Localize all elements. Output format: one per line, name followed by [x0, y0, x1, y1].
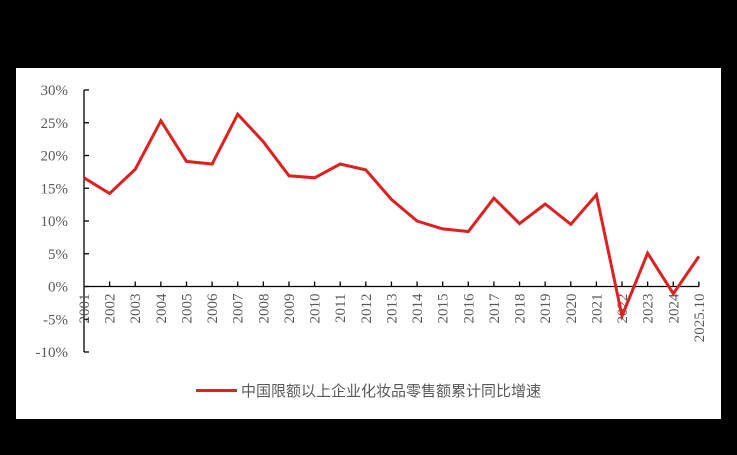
x-tick-label: 2009 [282, 294, 298, 324]
legend-line-swatch-icon [195, 388, 237, 392]
x-tick-label: 2001 [77, 294, 93, 324]
x-tick-label: 2014 [410, 293, 426, 324]
x-tick-label: 2020 [564, 294, 580, 324]
series-polyline [83, 111, 701, 322]
x-tick-label: 2012 [359, 294, 375, 324]
x-tick-label: 2015 [436, 294, 452, 324]
x-tick-label: 2021 [589, 294, 605, 324]
x-tick-label: 2010 [308, 294, 324, 324]
y-tick-label: 20% [41, 149, 69, 165]
y-tick-label: 5% [48, 247, 68, 263]
y-tick-label: -5% [43, 312, 68, 328]
y-tick-label: -10% [36, 345, 69, 361]
legend: 中国限额以上企业化妆品零售额累计同比增速 [16, 377, 721, 403]
y-tick-label: 30% [41, 83, 69, 99]
x-tick-label: 2024 [666, 293, 682, 324]
x-tick-label: 2005 [179, 294, 195, 324]
x-tick-label: 2007 [231, 293, 247, 324]
x-tick-label: 2002 [103, 294, 119, 324]
y-tick-label: 10% [41, 214, 69, 230]
x-tick-label: 2004 [154, 293, 170, 324]
y-tick-label: 25% [41, 116, 69, 132]
x-tick-label: 2023 [641, 294, 657, 324]
line-chart: 30%25%20%15%10%5%0%-5%-10% 2001 2002 2003 2… [36, 83, 708, 361]
x-tick-label: 2017 [487, 293, 503, 324]
x-tick-label: 2016 [461, 293, 477, 324]
y-tick-label: 15% [41, 181, 69, 197]
x-tick-label: 2011 [333, 294, 349, 323]
chart-panel: 30% 25% 20% 15% 10% 5% 0% -5% -10% 2001 2002 2003 2… [16, 68, 721, 419]
series-line [83, 111, 701, 322]
y-axis: 30% 25% 20% 15% 10% 5% 0% -5% -10% [36, 83, 89, 361]
x-tick-label: 2008 [256, 294, 272, 324]
x-tick-label: 2003 [128, 294, 144, 324]
y-tick-label: 0% [48, 280, 68, 296]
x-tick-label: 2013 [384, 294, 400, 324]
x-axis: 2001 2002 2003 2004 2005 2006 2007 2008 2009 2010… [77, 281, 708, 343]
x-tick-label: 2018 [513, 294, 529, 324]
x-tick-label: 2019 [538, 294, 554, 324]
legend-label: 中国限额以上企业化妆品零售额累计同比增速 [240, 381, 541, 400]
x-tick-label: 2006 [205, 293, 221, 324]
x-tick-label: 2025.10 [692, 294, 708, 343]
